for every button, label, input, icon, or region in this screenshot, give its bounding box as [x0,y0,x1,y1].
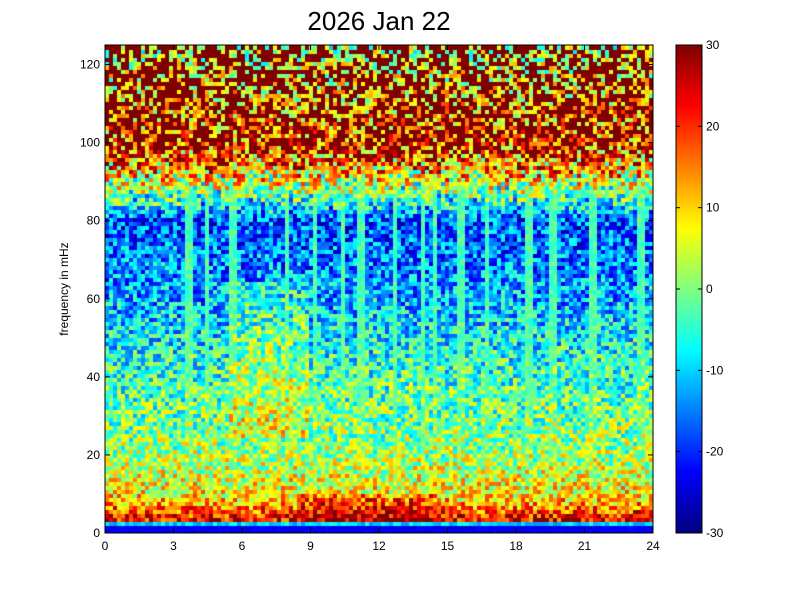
x-axis-ticks: 0 3 6 9 12 15 18 21 24 [102,45,660,553]
colorbar-tick-label: 0 [706,282,713,296]
x-tick-label: 24 [646,539,660,553]
y-tick-label: 120 [80,58,100,72]
colorbar-tick-label: -10 [706,363,724,377]
colorbar-ticks: -30 -20 -10 0 10 20 30 [676,38,724,540]
colorbar-gradient [676,45,702,533]
y-axis-ticks: 0 20 40 60 80 100 120 [80,58,653,540]
colorbar-tick-label: 30 [706,38,720,52]
y-tick-label: 0 [93,526,100,540]
y-tick-label: 100 [80,136,100,150]
x-tick-label: 21 [578,539,592,553]
x-tick-label: 9 [307,539,314,553]
colorbar-tick-label: 20 [706,119,720,133]
colorbar-tick-label: 10 [706,201,720,215]
y-tick-label: 80 [87,214,101,228]
x-tick-label: 0 [102,539,109,553]
y-tick-label: 20 [87,448,101,462]
y-tick-label: 60 [87,292,101,306]
x-tick-label: 6 [239,539,246,553]
colorbar-tick-label: -30 [706,526,724,540]
x-tick-label: 15 [441,539,455,553]
y-tick-label: 40 [87,370,101,384]
x-tick-label: 12 [372,539,386,553]
spectrogram-heatmap [105,45,653,533]
plot-frame [104,44,654,534]
chart-title: 2026 Jan 22 [307,6,451,36]
x-tick-label: 18 [509,539,523,553]
x-tick-label: 3 [170,539,177,553]
colorbar-tick-label: -20 [706,445,724,459]
